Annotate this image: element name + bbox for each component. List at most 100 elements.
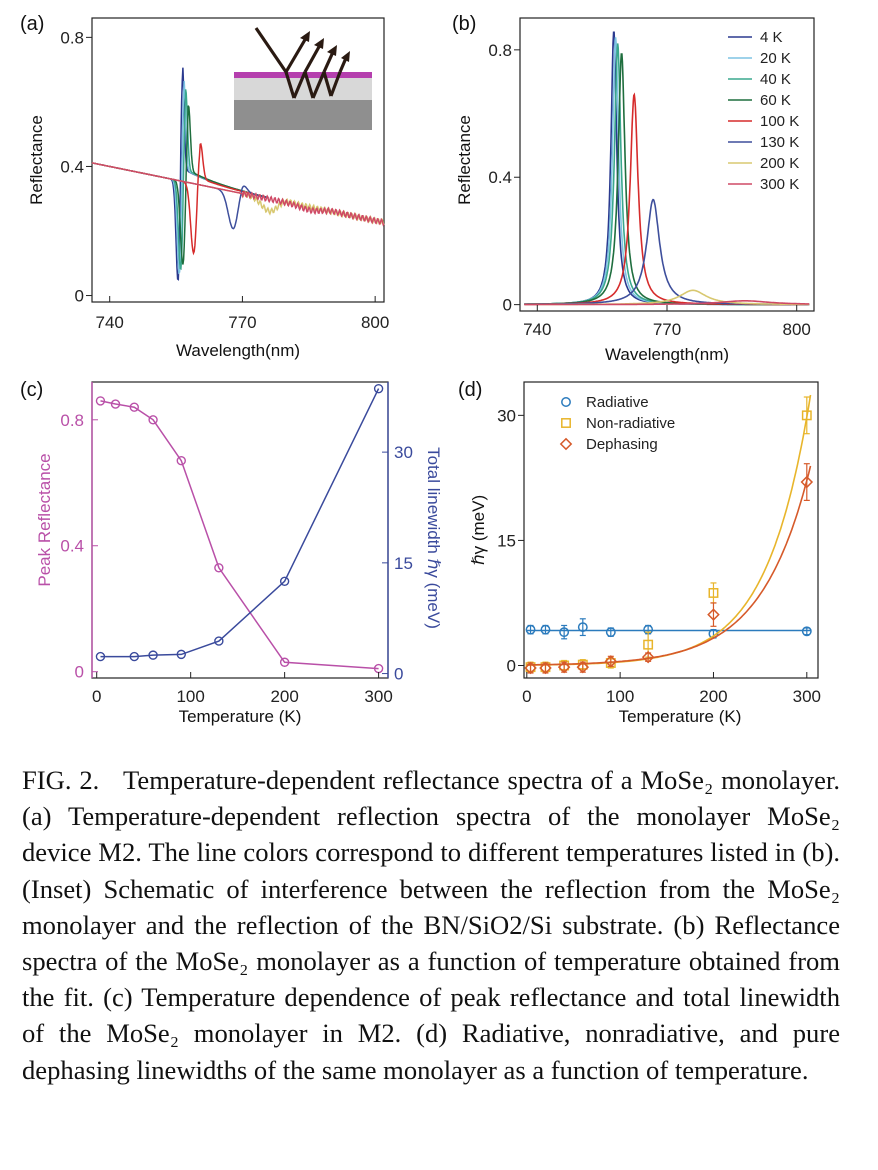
peak-reflectance-point xyxy=(176,456,186,466)
peak-reflectance-point xyxy=(95,396,106,406)
legend-marker-shape xyxy=(561,418,571,428)
peak-reflectance-point xyxy=(214,563,224,573)
panel-d-ytick: 15 xyxy=(497,531,516,550)
inset-rays xyxy=(254,27,348,99)
panel-d-ytick: 30 xyxy=(497,406,516,425)
inset-si-layer xyxy=(234,100,372,130)
panel-d-xlabel: Temperature (K) xyxy=(619,707,742,726)
total-linewidth-point xyxy=(214,636,224,646)
panel-b-xtick: 770 xyxy=(653,320,681,339)
panel-b-xtick: 740 xyxy=(523,320,551,339)
panel-c-frame xyxy=(91,381,389,679)
legend-label: 200 K xyxy=(760,155,799,172)
peak-reflectance-point xyxy=(110,399,121,409)
total-linewidth-point xyxy=(279,576,290,587)
peak-reflectance-point xyxy=(148,415,158,425)
panel-a-ticks: 740 770 800 0 0.4 0.8 xyxy=(60,28,389,332)
data-point-dephasing xyxy=(800,475,814,489)
panel-a-frame xyxy=(91,17,385,303)
peak-reflectance-point xyxy=(279,657,290,667)
panel-d-legend: Radiative Non-radiative Dephasing xyxy=(559,394,675,453)
fit-curve-dephasing xyxy=(526,465,812,666)
legend-label: 100 K xyxy=(760,113,799,130)
data-point-dephasing xyxy=(539,661,552,675)
caption-text: Temperature-dependent reflectance spectr… xyxy=(22,765,841,1085)
data-point-non-radiative xyxy=(708,588,719,598)
interference-inset xyxy=(234,27,372,130)
panel-a-xtick: 770 xyxy=(228,313,256,332)
data-point-dephasing xyxy=(524,661,537,675)
panel-a-ylabel: Reflectance xyxy=(27,115,46,205)
panel-d-xtick: 300 xyxy=(793,687,821,706)
data-point-radiative xyxy=(605,627,616,638)
legend-label: 20 K xyxy=(760,50,791,67)
panel-a-label: (a) xyxy=(20,13,44,35)
panel-b-ylabel: Reflectance xyxy=(455,115,474,205)
legend-marker-shape xyxy=(561,397,571,407)
panel-c-ticks: 0 100 200 300 0 0.4 0.8 0 15 30 xyxy=(60,411,413,706)
panel-c-xlabel: Temperature (K) xyxy=(179,707,302,726)
panel-a-ytick: 0 xyxy=(75,287,84,306)
legend-marker-shape xyxy=(559,437,573,451)
legend-label: Radiative xyxy=(586,394,649,411)
legend-label: 40 K xyxy=(760,71,791,88)
panel-b: (b) 740 770 800 0 0.4 0.8 Wavelength(nm)… xyxy=(452,13,815,364)
panel-c-curves xyxy=(92,383,388,678)
data-point-dephasing xyxy=(707,608,720,621)
data-point-radiative xyxy=(577,622,588,633)
total-linewidth-point xyxy=(373,383,384,394)
legend-marker-dephasing xyxy=(559,437,573,451)
data-point-non-radiative xyxy=(643,639,654,650)
panel-d-ylabel: ℏγ (meV) xyxy=(469,495,488,565)
panel-a-ytick: 0.4 xyxy=(60,157,84,176)
data-point-radiative xyxy=(801,626,812,637)
panel-c-left-ylabel: Peak Reflectance xyxy=(35,453,54,586)
panel-c-right-ytick: 30 xyxy=(394,443,413,462)
panel-d: (d) 0 100 200 300 0 15 30 Temperature (K… xyxy=(458,379,821,726)
panel-b-xtick: 800 xyxy=(783,320,811,339)
inset-sio2-layer xyxy=(234,78,372,100)
panel-d-curves xyxy=(518,394,814,678)
panel-a: (a) 740 770 800 0 0.4 0.8 Wavelength(nm)… xyxy=(20,13,389,360)
data-point-dephasing xyxy=(641,650,655,664)
panel-a-xtick: 800 xyxy=(361,313,389,332)
total-linewidth-point xyxy=(148,650,158,660)
legend-label: 4 K xyxy=(760,29,783,46)
panel-c-xtick: 200 xyxy=(270,687,298,706)
figure: (a) 740 770 800 0 0.4 0.8 Wavelength(nm)… xyxy=(20,13,821,726)
panel-d-ticks: 0 100 200 300 0 15 30 xyxy=(497,406,821,706)
spectrum-line-300-k xyxy=(91,162,385,227)
data-point-non-radiative xyxy=(801,410,812,421)
panel-c-right-ytick: 0 xyxy=(394,665,403,684)
panel-d-xtick: 200 xyxy=(699,687,727,706)
inset-arrowheads xyxy=(300,31,350,62)
legend-label: 60 K xyxy=(760,92,791,109)
fit-line-300-k xyxy=(524,300,810,306)
panel-b-label: (b) xyxy=(452,13,476,35)
panel-d-ytick: 0 xyxy=(507,656,516,675)
data-point-dephasing xyxy=(604,655,618,668)
panel-c-xtick: 300 xyxy=(364,687,392,706)
total-linewidth-line xyxy=(100,388,380,658)
panel-c-left-ytick: 0.4 xyxy=(60,537,84,556)
panel-d-label: (d) xyxy=(458,379,482,401)
panel-d-frame xyxy=(523,381,819,679)
panel-a-xlabel: Wavelength(nm) xyxy=(176,341,300,360)
panel-b-curves xyxy=(514,31,810,311)
data-point-radiative xyxy=(540,624,551,635)
panel-c-right-ytick: 15 xyxy=(394,554,413,573)
panel-a-ytick: 0.8 xyxy=(60,28,84,47)
data-point-dephasing xyxy=(576,660,590,674)
panel-b-ytick: 0 xyxy=(503,296,512,315)
legend-label: Non-radiative xyxy=(586,415,675,432)
fit-curve-non-radiative xyxy=(526,394,812,666)
panel-d-xtick: 100 xyxy=(606,687,634,706)
panel-b-ticks: 740 770 800 0 0.4 0.8 xyxy=(488,41,811,339)
panel-b-ytick: 0.4 xyxy=(488,168,512,187)
panel-a-curves xyxy=(86,36,385,302)
caption-fig-label: FIG. 2. xyxy=(22,765,100,795)
peak-reflectance-point xyxy=(129,402,139,412)
panel-b-legend: 4 K 20 K 40 K 60 K 100 K 130 K 200 K 300… xyxy=(728,29,799,193)
figure-caption: FIG. 2. Temperature-dependent reflectanc… xyxy=(22,762,840,1088)
legend-label: 130 K xyxy=(760,134,799,151)
